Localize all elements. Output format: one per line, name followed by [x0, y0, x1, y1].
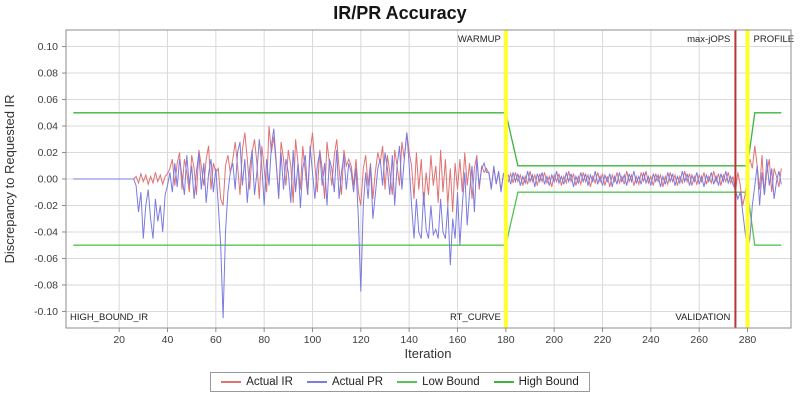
x-tick-label: 100: [304, 334, 322, 346]
phase-label-warmup: WARMUP: [458, 34, 501, 45]
y-tick-label: -0.04: [34, 226, 58, 238]
x-tick-label: 160: [449, 334, 467, 346]
x-tick-label: 180: [497, 334, 515, 346]
series-line-actual-pr: [73, 128, 782, 319]
y-tick-label: -0.10: [34, 306, 58, 318]
y-tick-label: 0.08: [38, 68, 59, 80]
legend-item-high-bound: High Bound: [493, 376, 579, 388]
x-tick-label: 140: [400, 334, 418, 346]
y-tick-label: 0.10: [38, 41, 59, 53]
x-tick-label: 280: [739, 334, 757, 346]
series-line-actual-ir: [73, 125, 782, 213]
plot-generated: WARMUP RT_CURVE max-jOPS VALIDATION PROFILE H…: [34, 29, 795, 346]
phase-label-profile: PROFILE: [754, 34, 795, 45]
corner-label-high-bound-ir: HIGH_BOUND_IR: [70, 312, 148, 323]
phase-label-validation: VALIDATION: [675, 312, 730, 323]
x-tick-label: 60: [210, 334, 222, 346]
y-tick-label: -0.02: [34, 200, 58, 212]
x-tick-label: 80: [258, 334, 270, 346]
y-tick-label: 0.04: [38, 121, 59, 133]
y-tick-label: 0.02: [38, 147, 59, 159]
legend: Actual IR Actual PR Low Bound High Bound: [0, 372, 800, 392]
y-axis-label: Discrepancy to Requested IR: [2, 94, 17, 263]
bound-line-low-bound: [73, 191, 782, 246]
x-tick-label: 240: [642, 334, 660, 346]
y-tick-label: 0.00: [38, 174, 59, 186]
x-tick-label: 120: [352, 334, 370, 346]
legend-box: Actual IR Actual PR Low Bound High Bound: [210, 372, 590, 392]
plot-svg: WARMUP RT_CURVE max-jOPS VALIDATION PROFILE H…: [2, 29, 795, 361]
chart-title: IR/PR Accuracy: [333, 3, 467, 23]
phase-label-rt-curve: RT_CURVE: [450, 312, 501, 323]
legend-swatch-high-bound: [493, 381, 514, 383]
x-axis-label: Iteration: [405, 346, 452, 361]
legend-label-actual-pr: Actual PR: [331, 376, 384, 388]
legend-swatch-actual-ir: [221, 381, 242, 383]
x-tick-label: 200: [545, 334, 563, 346]
bound-line-high-bound: [73, 112, 782, 167]
x-tick-label: 260: [690, 334, 708, 346]
legend-label-low-bound: Low Bound: [422, 376, 480, 388]
phase-label-max-jops: max-jOPS: [687, 34, 730, 45]
x-tick-label: 20: [113, 334, 125, 346]
legend-label-high-bound: High Bound: [518, 376, 579, 388]
legend-swatch-actual-pr: [306, 381, 327, 383]
y-tick-label: -0.08: [34, 279, 58, 291]
y-tick-label: 0.06: [38, 94, 59, 106]
x-tick-label: 220: [594, 334, 612, 346]
legend-item-low-bound: Low Bound: [397, 376, 480, 388]
legend-label-actual-ir: Actual IR: [246, 376, 293, 388]
legend-item-actual-pr: Actual PR: [306, 376, 384, 388]
x-tick-label: 40: [162, 334, 174, 346]
legend-swatch-low-bound: [397, 381, 418, 383]
legend-item-actual-ir: Actual IR: [221, 376, 293, 388]
y-tick-label: -0.06: [34, 253, 58, 265]
